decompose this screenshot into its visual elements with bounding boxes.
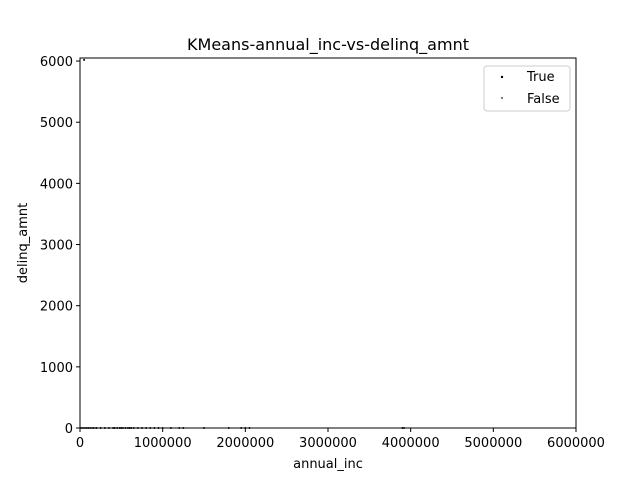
legend-label-false: False	[527, 92, 560, 107]
y-tick-label: 2000	[40, 300, 73, 315]
x-tick-label: 6000000	[547, 436, 605, 451]
y-axis-label: delinq_amnt	[16, 203, 31, 283]
y-tick-label: 3000	[40, 239, 73, 254]
x-tick-label: 1000000	[134, 436, 192, 451]
chart-title: KMeans-annual_inc-vs-delinq_amnt	[187, 35, 469, 55]
y-axis-ticks: 0 1000 2000 3000 4000 5000 6000	[40, 55, 80, 437]
x-axis-ticks: 0 1000000 2000000 3000000 4000000 5000000 6000…	[76, 428, 605, 451]
y-tick-label: 6000	[40, 55, 73, 70]
y-tick-label: 4000	[40, 177, 73, 192]
legend-marker-true	[500, 75, 504, 79]
x-tick-label: 4000000	[382, 436, 440, 451]
x-tick-label: 2000000	[216, 436, 274, 451]
y-tick-label: 0	[65, 422, 73, 437]
plot-frame	[79, 57, 577, 429]
x-tick-label: 0	[76, 436, 84, 451]
legend: True False	[483, 65, 571, 112]
x-axis-label: annual_inc	[293, 457, 363, 472]
y-tick-label: 1000	[40, 361, 73, 376]
legend-frame	[483, 65, 571, 112]
data-point-true	[83, 58, 86, 61]
y-tick-label: 5000	[40, 116, 73, 131]
legend-marker-false	[500, 96, 504, 100]
x-tick-label: 3000000	[299, 436, 357, 451]
legend-label-true: True	[526, 70, 555, 85]
x-tick-label: 5000000	[464, 436, 522, 451]
data-points	[79, 58, 406, 429]
